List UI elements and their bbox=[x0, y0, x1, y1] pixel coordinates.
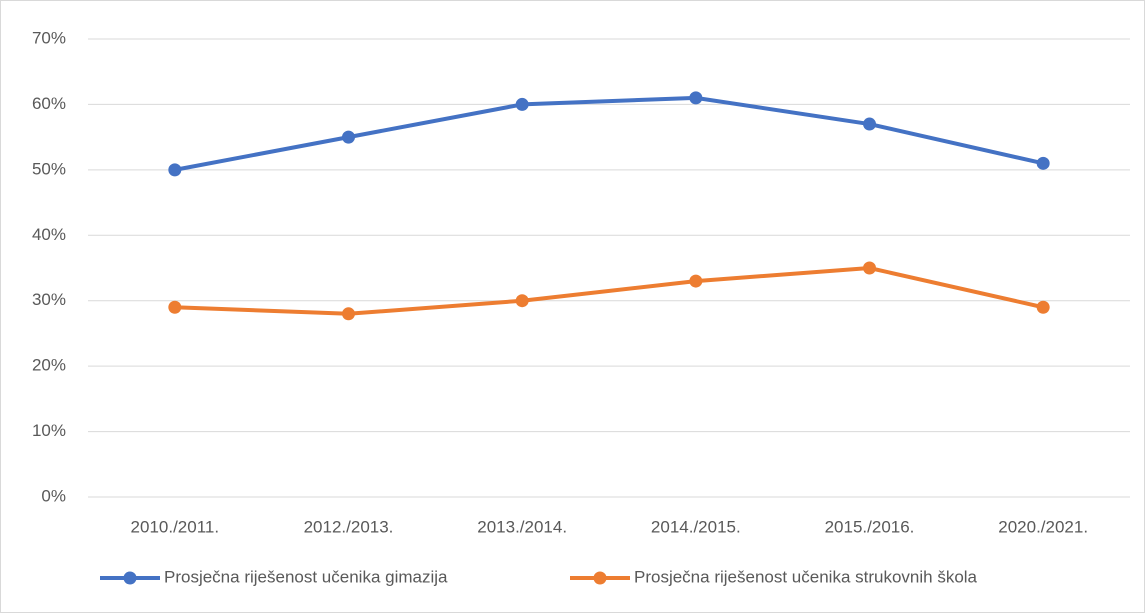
series-line bbox=[174, 266, 1044, 316]
legend-label: Prosječna riješenost učenika strukovnih … bbox=[634, 567, 978, 586]
y-tick-label: 40% bbox=[32, 225, 66, 244]
point bbox=[689, 274, 703, 288]
point bbox=[863, 117, 876, 131]
y-tick-label: 10% bbox=[32, 421, 66, 440]
legend-marker bbox=[593, 571, 607, 585]
x-tick-label: 2014./2015. bbox=[651, 517, 741, 536]
y-tick-label: 70% bbox=[32, 28, 66, 47]
x-tick-label: 2012./2013. bbox=[304, 517, 394, 536]
point bbox=[863, 261, 876, 275]
point bbox=[515, 294, 529, 308]
point bbox=[1036, 156, 1050, 170]
y-tick-label: 60% bbox=[32, 94, 66, 113]
point bbox=[1036, 300, 1050, 314]
x-tick-label: 2013./2014. bbox=[477, 517, 567, 536]
y-tick-label: 30% bbox=[32, 290, 66, 309]
y-tick-label: 20% bbox=[32, 356, 66, 375]
point bbox=[168, 300, 182, 314]
series-line bbox=[174, 95, 1044, 172]
x-tick-label: 2010./2011. bbox=[131, 517, 220, 536]
point bbox=[515, 97, 529, 111]
legend-label: Prosječna riješenost učenika gimazija bbox=[164, 567, 448, 586]
y-tick-label: 50% bbox=[32, 159, 66, 178]
point bbox=[342, 130, 355, 144]
x-tick-label: 2015./2016. bbox=[825, 517, 915, 536]
x-tick-label: 2020./2021. bbox=[998, 517, 1088, 536]
y-tick-label: 0% bbox=[41, 486, 66, 505]
point bbox=[342, 307, 355, 321]
point bbox=[168, 163, 182, 177]
point bbox=[689, 91, 703, 105]
legend-marker bbox=[123, 571, 137, 585]
